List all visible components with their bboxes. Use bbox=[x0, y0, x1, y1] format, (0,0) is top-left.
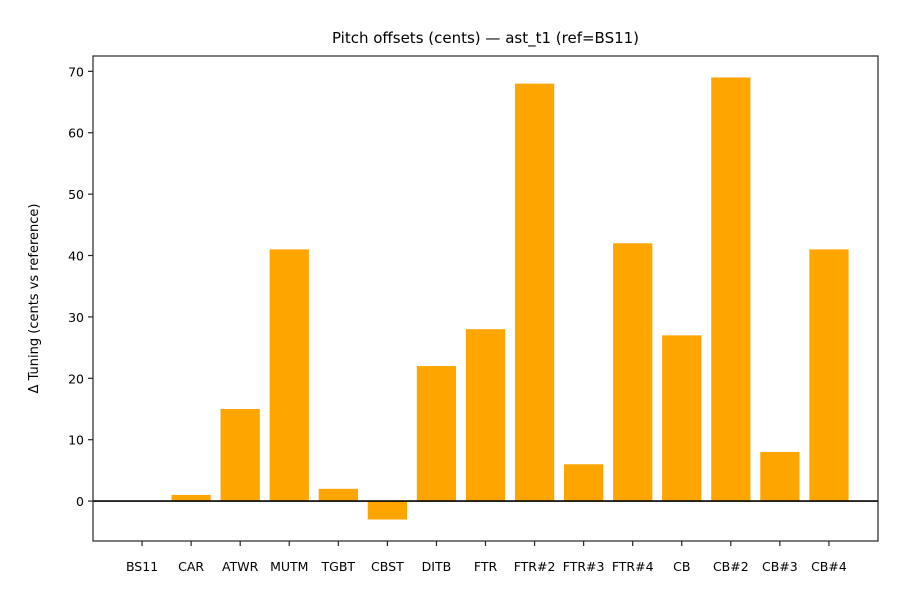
x-tick-label: FTR#2 bbox=[514, 559, 556, 574]
bar-cb-3 bbox=[760, 451, 800, 502]
bar-ftr-4 bbox=[613, 243, 653, 502]
x-tick-label: ATWR bbox=[222, 559, 259, 574]
bar-cb bbox=[662, 335, 702, 502]
x-tick-label: FTR bbox=[474, 559, 498, 574]
y-tick-label: 30 bbox=[68, 310, 84, 325]
bar-cb-2 bbox=[711, 77, 751, 502]
x-tick-label: CB#2 bbox=[713, 559, 749, 574]
y-axis-label: Δ Tuning (cents vs reference) bbox=[27, 204, 42, 394]
bar-ditb bbox=[416, 366, 457, 502]
x-tick-label: CB#4 bbox=[811, 559, 847, 574]
y-tick-label: 70 bbox=[68, 64, 84, 79]
x-tick-label: MUTM bbox=[270, 559, 308, 574]
bar-car bbox=[171, 494, 211, 502]
x-tick-label: FTR#4 bbox=[612, 559, 654, 574]
bar-ftr-2 bbox=[514, 83, 555, 502]
y-tick-label: 20 bbox=[68, 371, 84, 386]
x-axis-ticks: BS11 CAR ATWR MUTM TGBT CBST DITB FTR FTR#2 FTR#3… bbox=[126, 541, 847, 574]
y-tick-label: 10 bbox=[68, 433, 84, 448]
y-tick-label: 0 bbox=[76, 494, 84, 509]
y-axis-ticks: 0 10 20 30 40 50 60 70 bbox=[68, 64, 93, 509]
y-tick-label: 50 bbox=[68, 187, 84, 202]
x-tick-label: TGBT bbox=[321, 559, 356, 574]
bar-ftr-3 bbox=[564, 464, 604, 502]
x-tick-label: CAR bbox=[178, 559, 204, 574]
y-tick-label: 60 bbox=[68, 126, 84, 141]
x-tick-label: FTR#3 bbox=[563, 559, 605, 574]
x-tick-label: CB#3 bbox=[762, 559, 798, 574]
bars-group bbox=[171, 77, 849, 520]
bar-ftr bbox=[465, 329, 506, 502]
x-tick-label: CB bbox=[673, 559, 690, 574]
bar-tgbt bbox=[318, 488, 358, 502]
x-tick-label: CBST bbox=[371, 559, 404, 574]
x-tick-label: BS11 bbox=[126, 559, 158, 574]
y-tick-label: 40 bbox=[68, 249, 84, 264]
bar-atwr bbox=[220, 409, 260, 502]
x-tick-label: DITB bbox=[422, 559, 452, 574]
chart-title: Pitch offsets (cents) — ast_t1 (ref=BS11… bbox=[332, 29, 639, 48]
bar-mutm bbox=[269, 249, 309, 502]
bar-cbst bbox=[367, 501, 407, 520]
bar-cb-4 bbox=[809, 249, 849, 502]
